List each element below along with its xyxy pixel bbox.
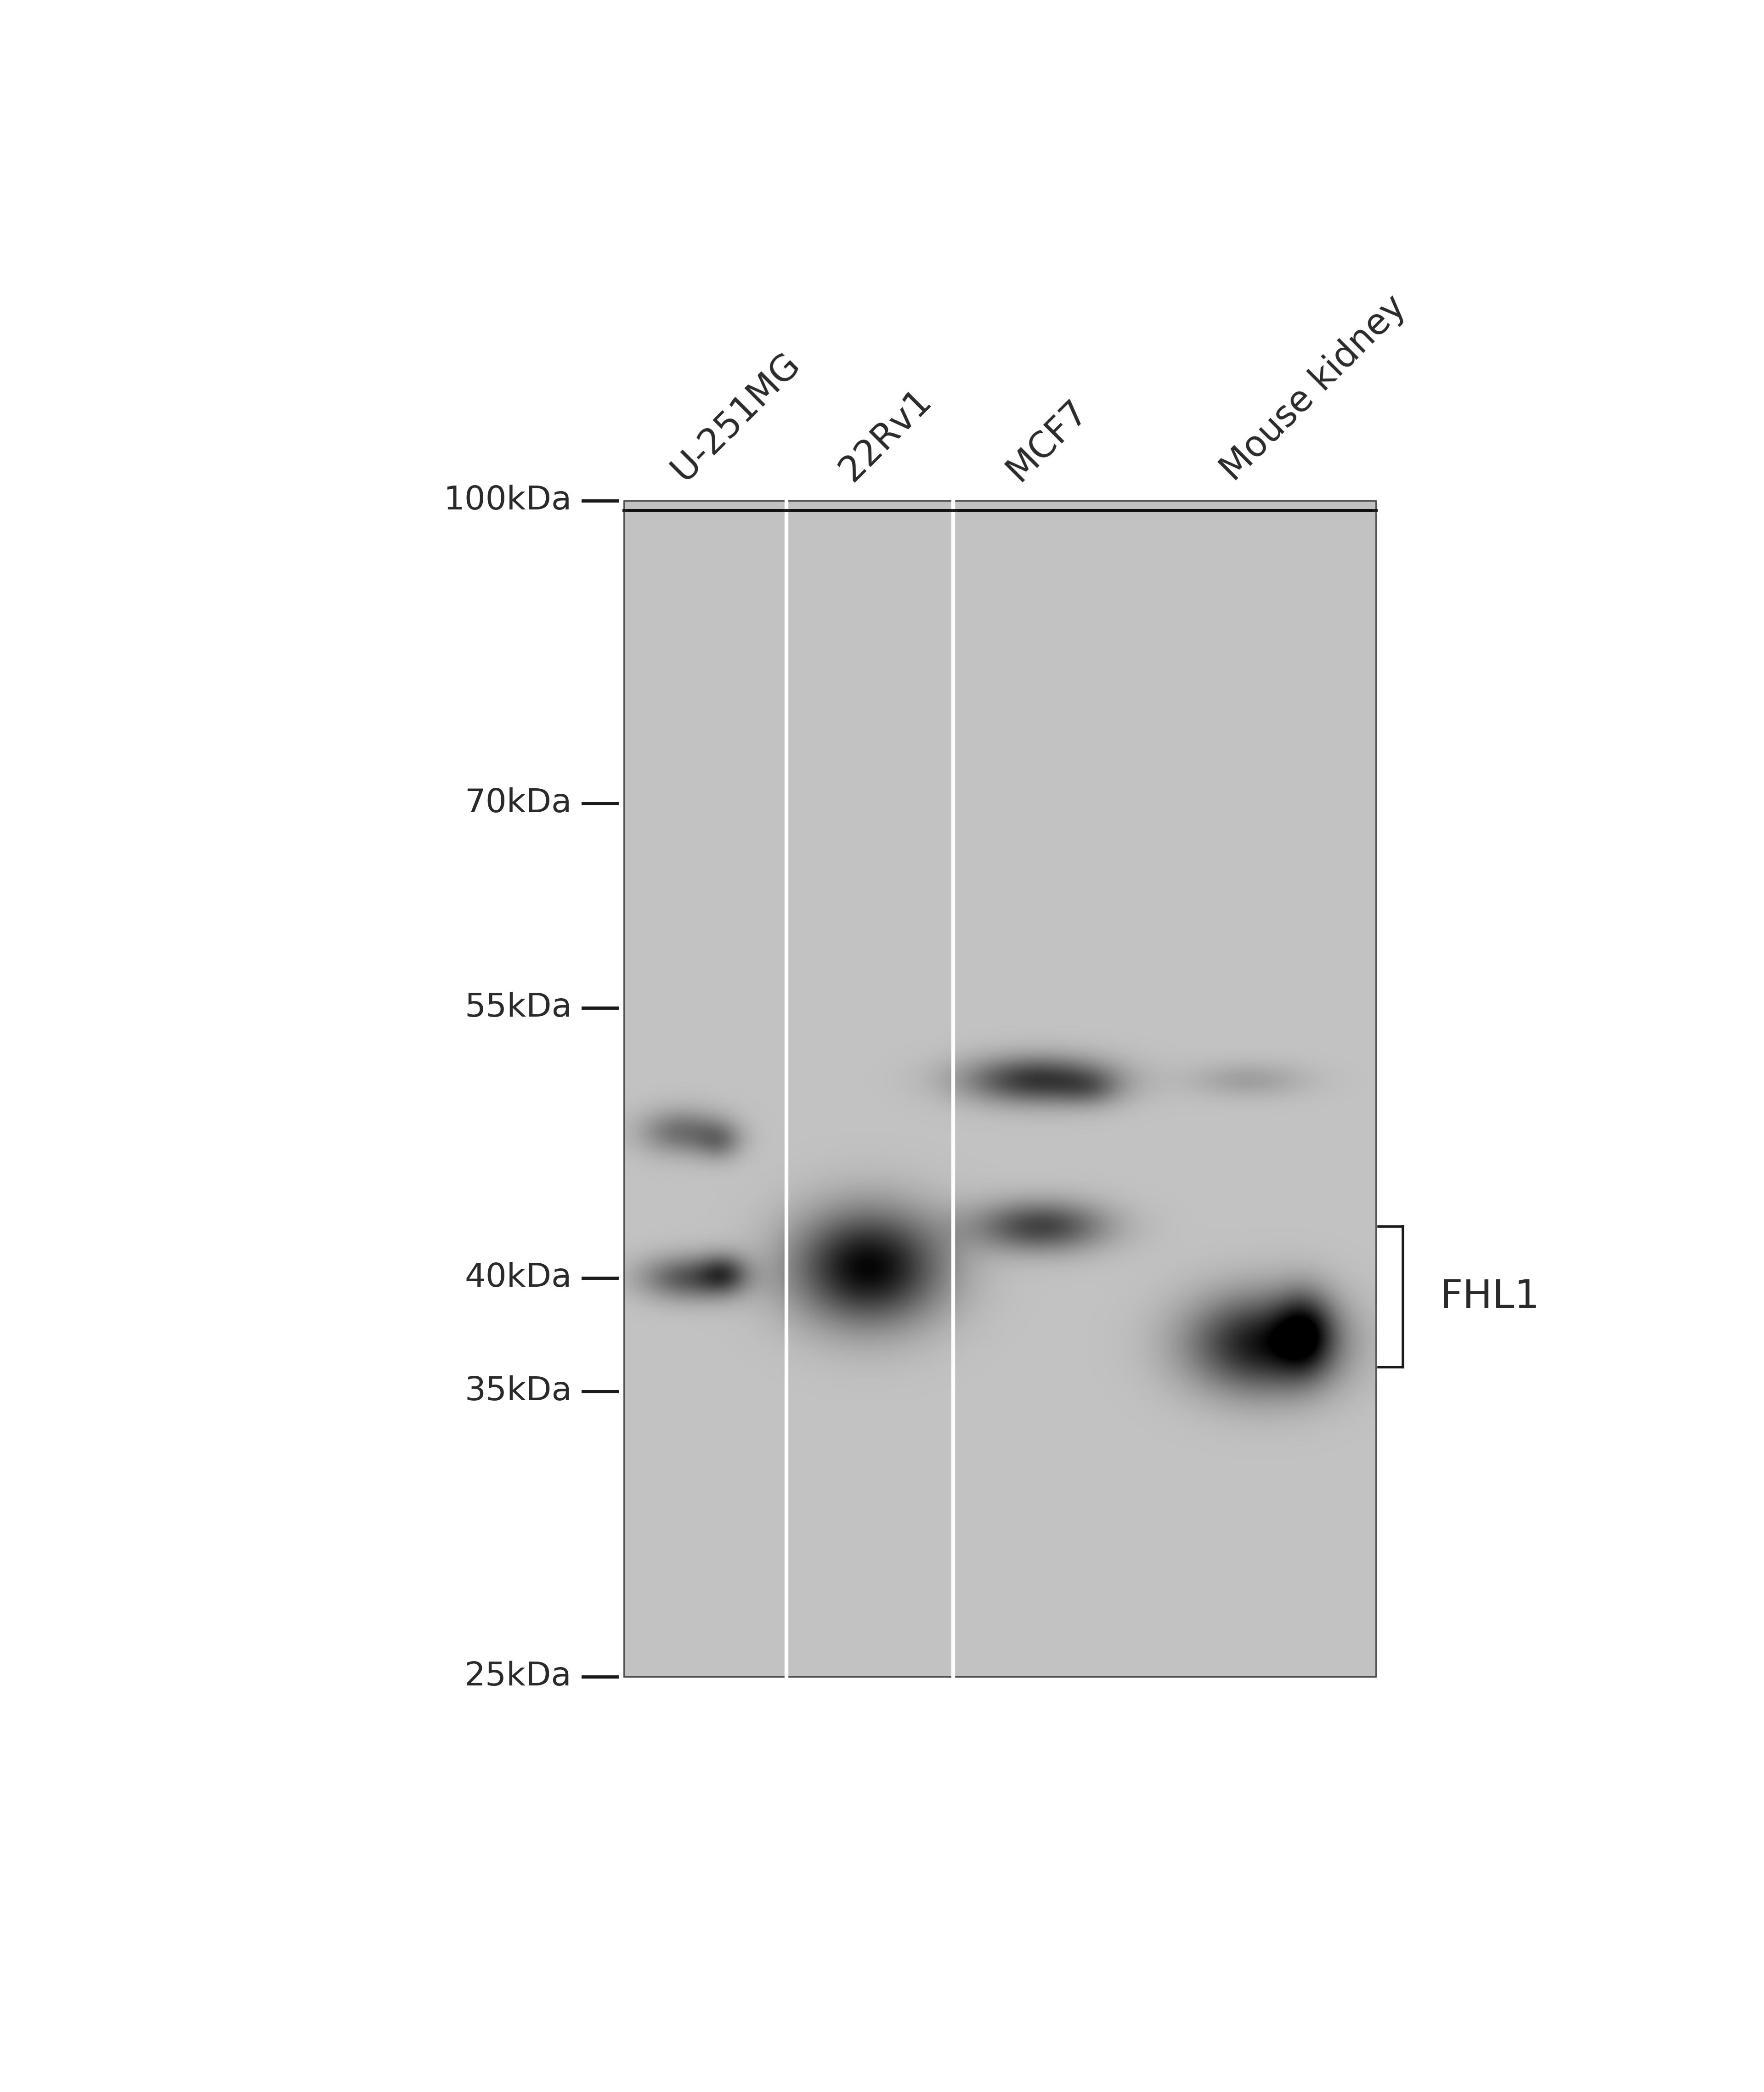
Text: MCF7: MCF7: [1000, 393, 1094, 487]
Text: FHL1: FHL1: [1439, 1278, 1540, 1316]
Text: 22Rv1: 22Rv1: [833, 383, 938, 487]
Text: 40kDa: 40kDa: [464, 1261, 572, 1293]
Text: 70kDa: 70kDa: [464, 787, 572, 820]
Text: Mouse kidney: Mouse kidney: [1214, 289, 1413, 487]
Text: 100kDa: 100kDa: [443, 485, 572, 517]
Text: 25kDa: 25kDa: [464, 1661, 572, 1692]
Text: U-251MG: U-251MG: [665, 345, 806, 487]
Bar: [624, 500, 1376, 1676]
Text: 35kDa: 35kDa: [464, 1374, 572, 1408]
Text: 55kDa: 55kDa: [464, 992, 572, 1023]
